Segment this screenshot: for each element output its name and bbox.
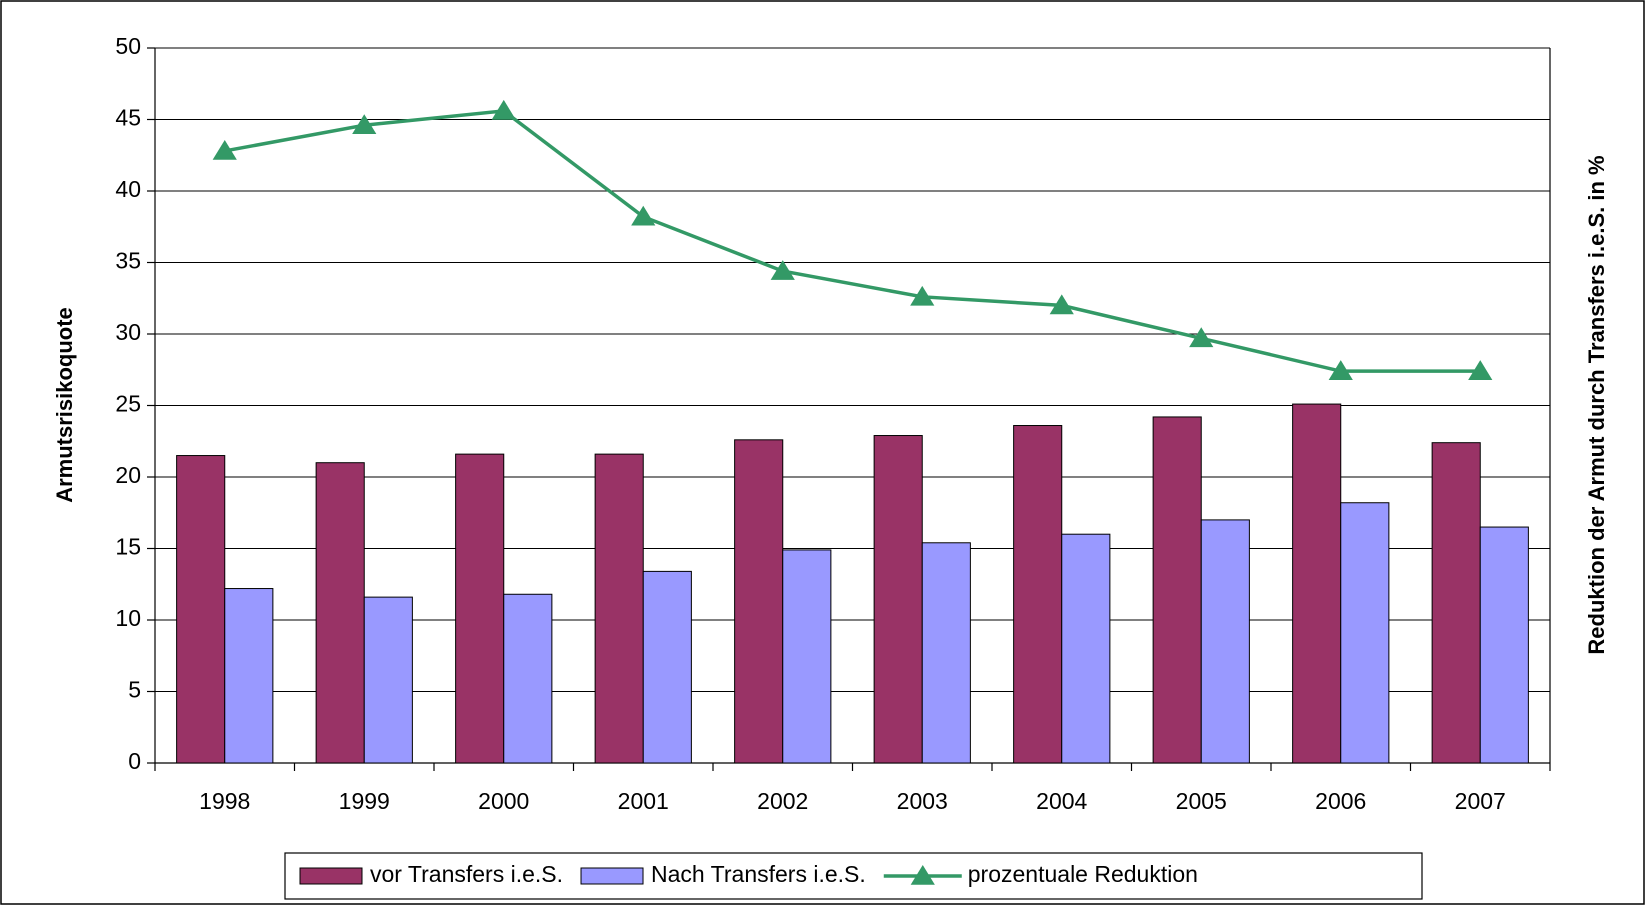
- y-tick-label: 15: [115, 534, 141, 560]
- line-marker: [212, 139, 237, 160]
- line-marker: [1328, 360, 1353, 380]
- y-tick-label: 10: [115, 605, 141, 631]
- legend-marker: [910, 865, 935, 885]
- y-tick-label: 5: [128, 677, 141, 703]
- bar: [176, 455, 226, 764]
- legend-swatch: [580, 867, 644, 885]
- bar: [873, 435, 923, 764]
- bar: [1152, 416, 1202, 764]
- bar: [1200, 519, 1250, 764]
- bar: [1431, 442, 1481, 764]
- y2-axis-title: Reduktion der Armut durch Transfers i.e.…: [1584, 155, 1609, 654]
- bar: [315, 462, 365, 764]
- line-marker: [1468, 360, 1493, 380]
- bar: [921, 542, 971, 764]
- line-marker: [491, 99, 516, 120]
- x-tick-label: 2007: [1455, 788, 1506, 814]
- line: [224, 109, 1481, 373]
- bar: [594, 453, 644, 764]
- x-tick-label: 2005: [1176, 788, 1227, 814]
- legend-label: Nach Transfers i.e.S.: [651, 861, 866, 887]
- bar: [642, 570, 692, 764]
- y-tick-label: 45: [115, 105, 141, 131]
- bar: [1479, 526, 1529, 764]
- y-tick-label: 40: [115, 176, 141, 202]
- y-axis-title: Armutsrisikoquote: [52, 307, 77, 503]
- line-marker: [631, 205, 656, 226]
- bar: [455, 453, 505, 764]
- y-tick-label: 35: [115, 248, 141, 274]
- bar: [734, 439, 784, 764]
- line-marker: [1049, 294, 1074, 315]
- bar: [363, 596, 413, 764]
- bar: [1340, 502, 1390, 764]
- legend-label: prozentuale Reduktion: [968, 861, 1198, 887]
- x-tick-label: 1999: [339, 788, 390, 814]
- line-marker: [910, 285, 935, 306]
- bar: [1292, 403, 1342, 764]
- bar: [224, 588, 274, 764]
- legend-box: [284, 852, 1423, 900]
- y-tick-label: 50: [115, 33, 141, 59]
- y-tick-label: 0: [128, 748, 141, 774]
- x-tick-label: 2001: [618, 788, 669, 814]
- legend-label: vor Transfers i.e.S.: [370, 861, 563, 887]
- bar: [1013, 425, 1063, 764]
- bar: [1061, 533, 1111, 764]
- x-tick-label: 2006: [1315, 788, 1366, 814]
- x-tick-label: 1998: [199, 788, 250, 814]
- bar: [782, 549, 832, 764]
- y-tick-label: 25: [115, 391, 141, 417]
- bar: [503, 593, 553, 764]
- x-tick-label: 2004: [1036, 788, 1087, 814]
- line-marker: [1189, 327, 1214, 348]
- y-tick-label: 20: [115, 462, 141, 488]
- line-marker: [352, 114, 377, 135]
- x-tick-label: 2000: [478, 788, 529, 814]
- y-tick-label: 30: [115, 319, 141, 345]
- x-tick-label: 2003: [897, 788, 948, 814]
- legend-swatch: [299, 867, 363, 885]
- x-tick-label: 2002: [757, 788, 808, 814]
- line-marker: [770, 260, 795, 280]
